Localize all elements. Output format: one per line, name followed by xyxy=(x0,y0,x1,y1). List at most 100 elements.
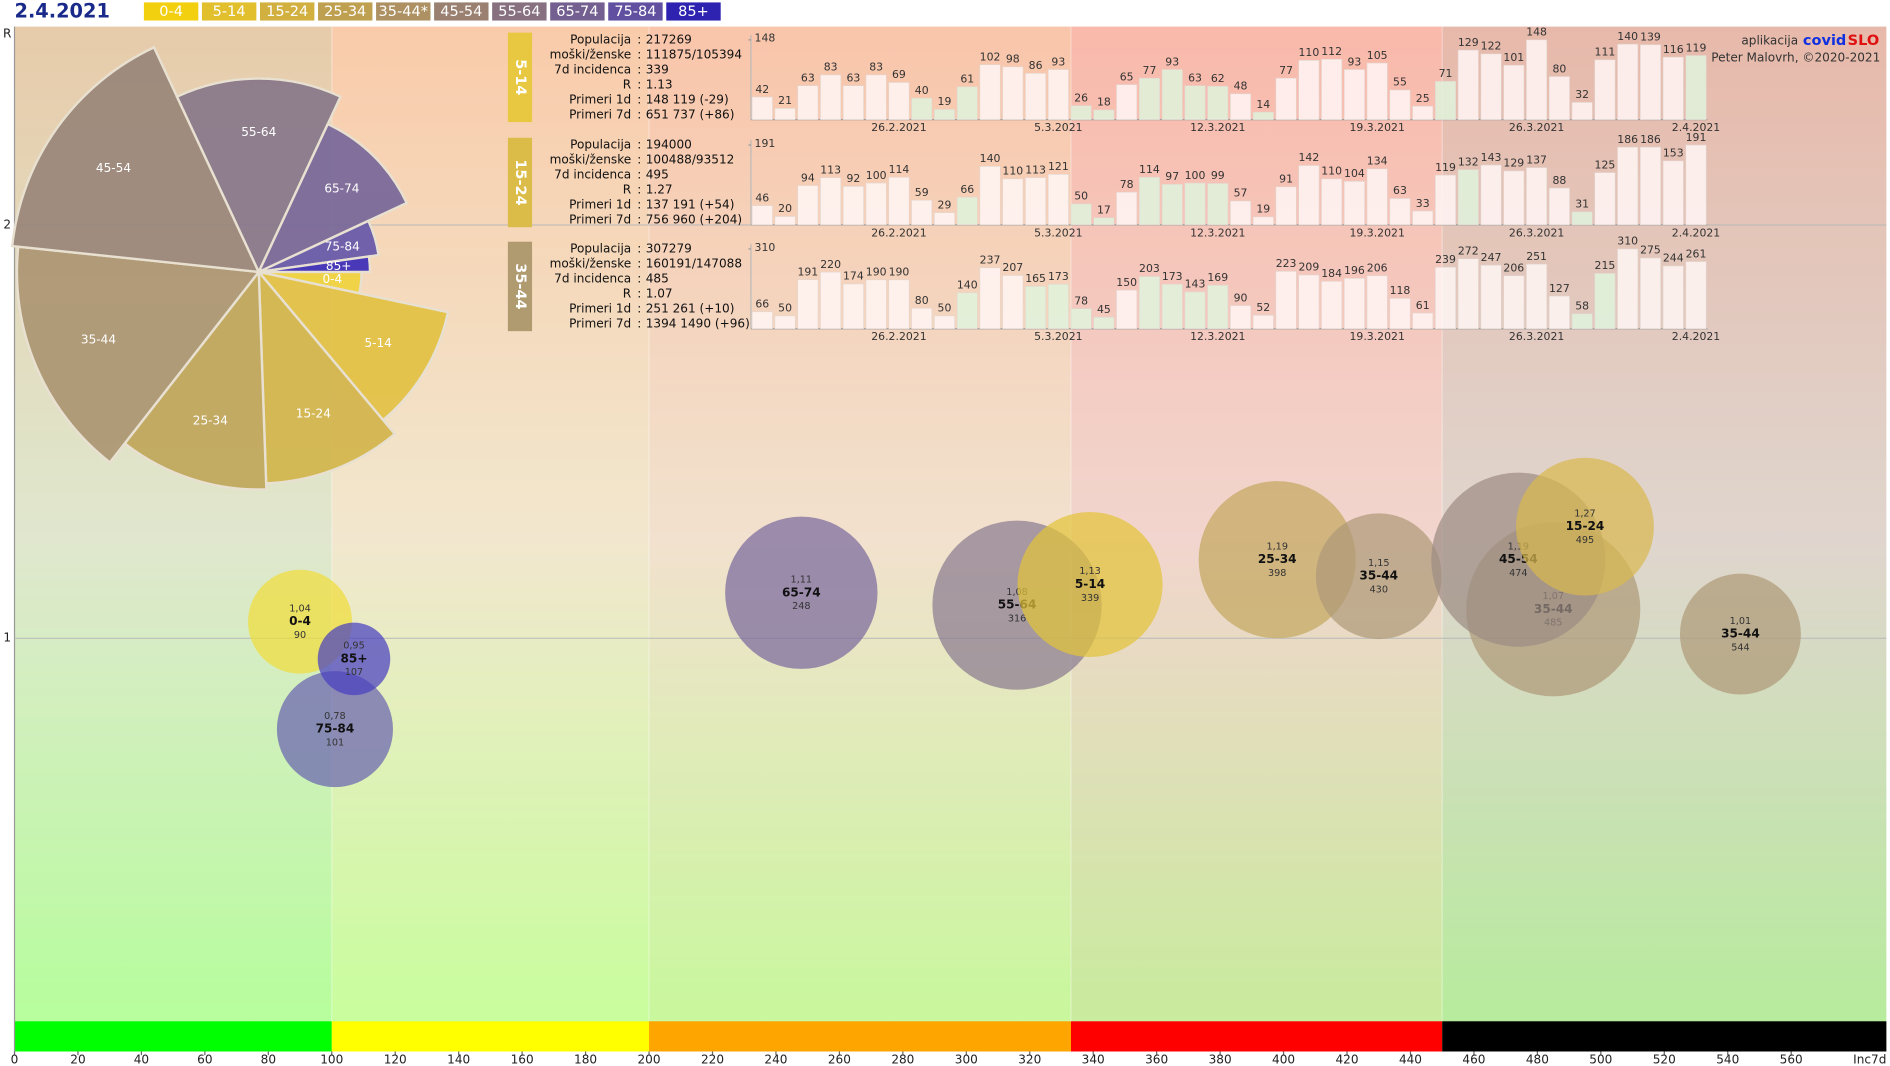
bar-value-label: 52 xyxy=(1256,301,1270,314)
bar xyxy=(1207,284,1229,330)
bar-value-label: 63 xyxy=(846,71,860,84)
bar-value-label: 110 xyxy=(1002,165,1023,178)
bar xyxy=(1321,178,1343,226)
legend-swatch xyxy=(608,2,663,21)
stat-value: 1.07 xyxy=(646,286,673,300)
bubble-incidence: 474 xyxy=(1509,568,1527,579)
bubble-r-label: 1,04 xyxy=(289,603,311,614)
bar xyxy=(888,176,910,226)
bubble-name: 25-34 xyxy=(1258,552,1297,566)
x-tick-label: 200 xyxy=(638,1052,661,1066)
bar xyxy=(1435,266,1456,330)
bar-value-label: 184 xyxy=(1321,267,1342,280)
bar xyxy=(1662,160,1684,226)
stat-value: 339 xyxy=(646,62,669,76)
stat-value: 1.27 xyxy=(646,182,673,196)
bar-value-label: 215 xyxy=(1595,259,1616,272)
bubble xyxy=(725,516,878,669)
bar xyxy=(956,86,978,120)
bar xyxy=(842,186,864,226)
bar-value-label: 139 xyxy=(1640,30,1661,43)
x-axis-label: Inc7d xyxy=(1853,1052,1886,1066)
bar xyxy=(934,212,955,226)
bar-value-label: 203 xyxy=(1139,262,1160,275)
legend-label: 5-14 xyxy=(213,4,246,20)
polar-label: 25-34 xyxy=(193,413,228,427)
bar-value-label: 132 xyxy=(1458,155,1479,168)
bar xyxy=(1480,53,1502,120)
polar-sector xyxy=(257,268,397,485)
x-tick-label: 60 xyxy=(197,1052,212,1066)
bar xyxy=(1526,39,1548,120)
bar-value-label: 55 xyxy=(1393,76,1407,89)
bar-value-label: 17 xyxy=(1097,203,1111,216)
stat-value: 194000 xyxy=(646,138,692,152)
bar xyxy=(1457,49,1479,120)
legend-label: 65-74 xyxy=(556,4,598,20)
x-tick-label: 440 xyxy=(1399,1052,1422,1066)
bubble-name: 35-44 xyxy=(1721,627,1760,641)
bar xyxy=(842,283,864,330)
x-tick-label: 220 xyxy=(701,1052,724,1066)
bar xyxy=(1662,56,1684,120)
stat-value: 756 960 (+204) xyxy=(646,212,742,226)
bubble-name: 65-74 xyxy=(782,585,821,599)
bar-value-label: 98 xyxy=(1006,53,1020,66)
bar xyxy=(1116,84,1138,120)
credit-author: Peter Malovrh, ©2020-2021 xyxy=(1711,51,1880,65)
stat-colon: : xyxy=(637,212,641,226)
bubble xyxy=(1679,573,1801,695)
zone-bar xyxy=(649,1021,1072,1052)
bar-value-label: 196 xyxy=(1344,264,1365,277)
bar xyxy=(1639,257,1661,330)
bar xyxy=(1389,298,1411,330)
bar xyxy=(1457,169,1479,226)
bubble-r-label: 1,19 xyxy=(1508,541,1530,552)
stat-label: Primeri 1d xyxy=(569,301,631,315)
bar-value-label: 61 xyxy=(1416,299,1430,312)
bar-value-label: 93 xyxy=(1051,55,1065,68)
stat-value: 651 737 (+86) xyxy=(646,107,735,121)
bar xyxy=(1138,77,1160,120)
bar-value-label: 239 xyxy=(1435,253,1456,266)
panel-tag xyxy=(507,241,533,332)
bar xyxy=(1526,167,1548,226)
bubble-name: 15-24 xyxy=(1566,519,1605,533)
bar-value-label: 310 xyxy=(1617,235,1638,248)
bar xyxy=(1047,69,1069,120)
bar xyxy=(911,307,933,330)
credit-app: aplikacija xyxy=(1741,34,1798,48)
bar xyxy=(1025,177,1047,226)
stat-colon: : xyxy=(637,241,641,255)
x-tick-label: 560 xyxy=(1780,1052,1803,1066)
bar-value-label: 173 xyxy=(1162,270,1183,283)
polar-label: 45-54 xyxy=(96,161,131,175)
polar-sector xyxy=(175,77,343,275)
stat-label: Populacija xyxy=(570,138,631,152)
bar-value-label: 122 xyxy=(1481,40,1502,53)
bubble xyxy=(1017,511,1163,658)
bar xyxy=(820,74,842,120)
bar-value-label: 69 xyxy=(892,68,906,81)
bubble-incidence: 316 xyxy=(1008,613,1026,624)
bar-value-label: 150 xyxy=(1116,276,1137,289)
bar-value-label: 209 xyxy=(1298,261,1319,274)
polar-sector xyxy=(258,255,372,274)
bar xyxy=(1548,76,1570,120)
bar xyxy=(1503,64,1525,120)
x-tick-label: 26.2.2021 xyxy=(871,226,926,239)
bar xyxy=(1321,281,1343,330)
bar-value-label: 169 xyxy=(1207,271,1228,284)
bar-value-label: 14 xyxy=(1256,98,1270,111)
bar xyxy=(979,267,1001,330)
stat-label: moški/ženske xyxy=(550,153,632,167)
bar xyxy=(1685,55,1707,120)
bar-value-label: 77 xyxy=(1143,64,1157,77)
bar-value-label: 119 xyxy=(1686,41,1707,54)
bar-value-label: 112 xyxy=(1321,45,1342,58)
bar-value-label: 118 xyxy=(1390,284,1411,297)
x-tick-label: 520 xyxy=(1653,1052,1676,1066)
bar xyxy=(934,315,955,330)
bubble-r-label: 0,95 xyxy=(343,641,365,652)
polar-label: 15-24 xyxy=(296,407,331,421)
